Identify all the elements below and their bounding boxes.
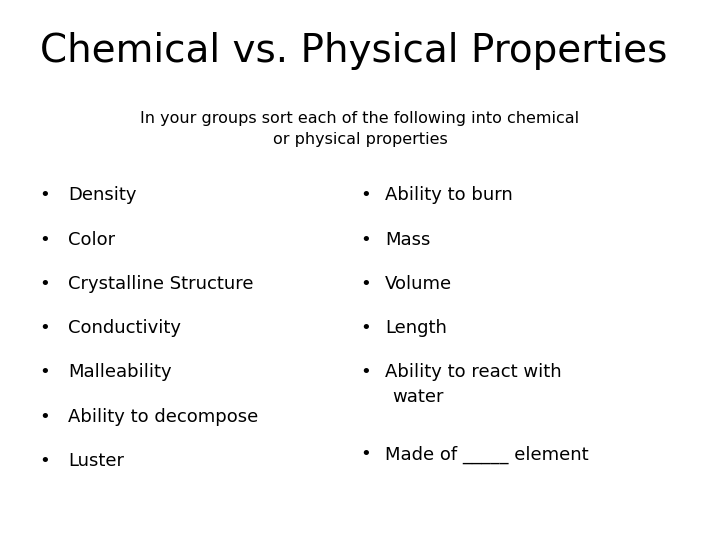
Text: Ability to react with: Ability to react with bbox=[385, 363, 562, 381]
Text: Crystalline Structure: Crystalline Structure bbox=[68, 275, 254, 293]
Text: •: • bbox=[360, 231, 371, 248]
Text: •: • bbox=[40, 186, 50, 204]
Text: Chemical vs. Physical Properties: Chemical vs. Physical Properties bbox=[40, 32, 667, 70]
Text: water: water bbox=[392, 388, 444, 406]
Text: Malleability: Malleability bbox=[68, 363, 172, 381]
Text: •: • bbox=[40, 319, 50, 337]
Text: Density: Density bbox=[68, 186, 137, 204]
Text: •: • bbox=[40, 363, 50, 381]
Text: Mass: Mass bbox=[385, 231, 431, 248]
Text: •: • bbox=[360, 186, 371, 204]
Text: Ability to decompose: Ability to decompose bbox=[68, 408, 258, 426]
Text: Volume: Volume bbox=[385, 275, 452, 293]
Text: •: • bbox=[40, 231, 50, 248]
Text: Length: Length bbox=[385, 319, 447, 337]
Text: Made of _____ element: Made of _____ element bbox=[385, 446, 589, 464]
Text: •: • bbox=[40, 452, 50, 470]
Text: •: • bbox=[360, 363, 371, 381]
Text: •: • bbox=[360, 275, 371, 293]
Text: Color: Color bbox=[68, 231, 115, 248]
Text: Conductivity: Conductivity bbox=[68, 319, 181, 337]
Text: Luster: Luster bbox=[68, 452, 125, 470]
Text: •: • bbox=[40, 275, 50, 293]
Text: •: • bbox=[360, 446, 371, 463]
Text: Ability to burn: Ability to burn bbox=[385, 186, 513, 204]
Text: •: • bbox=[360, 319, 371, 337]
Text: In your groups sort each of the following into chemical
or physical properties: In your groups sort each of the followin… bbox=[140, 111, 580, 147]
Text: •: • bbox=[40, 408, 50, 426]
